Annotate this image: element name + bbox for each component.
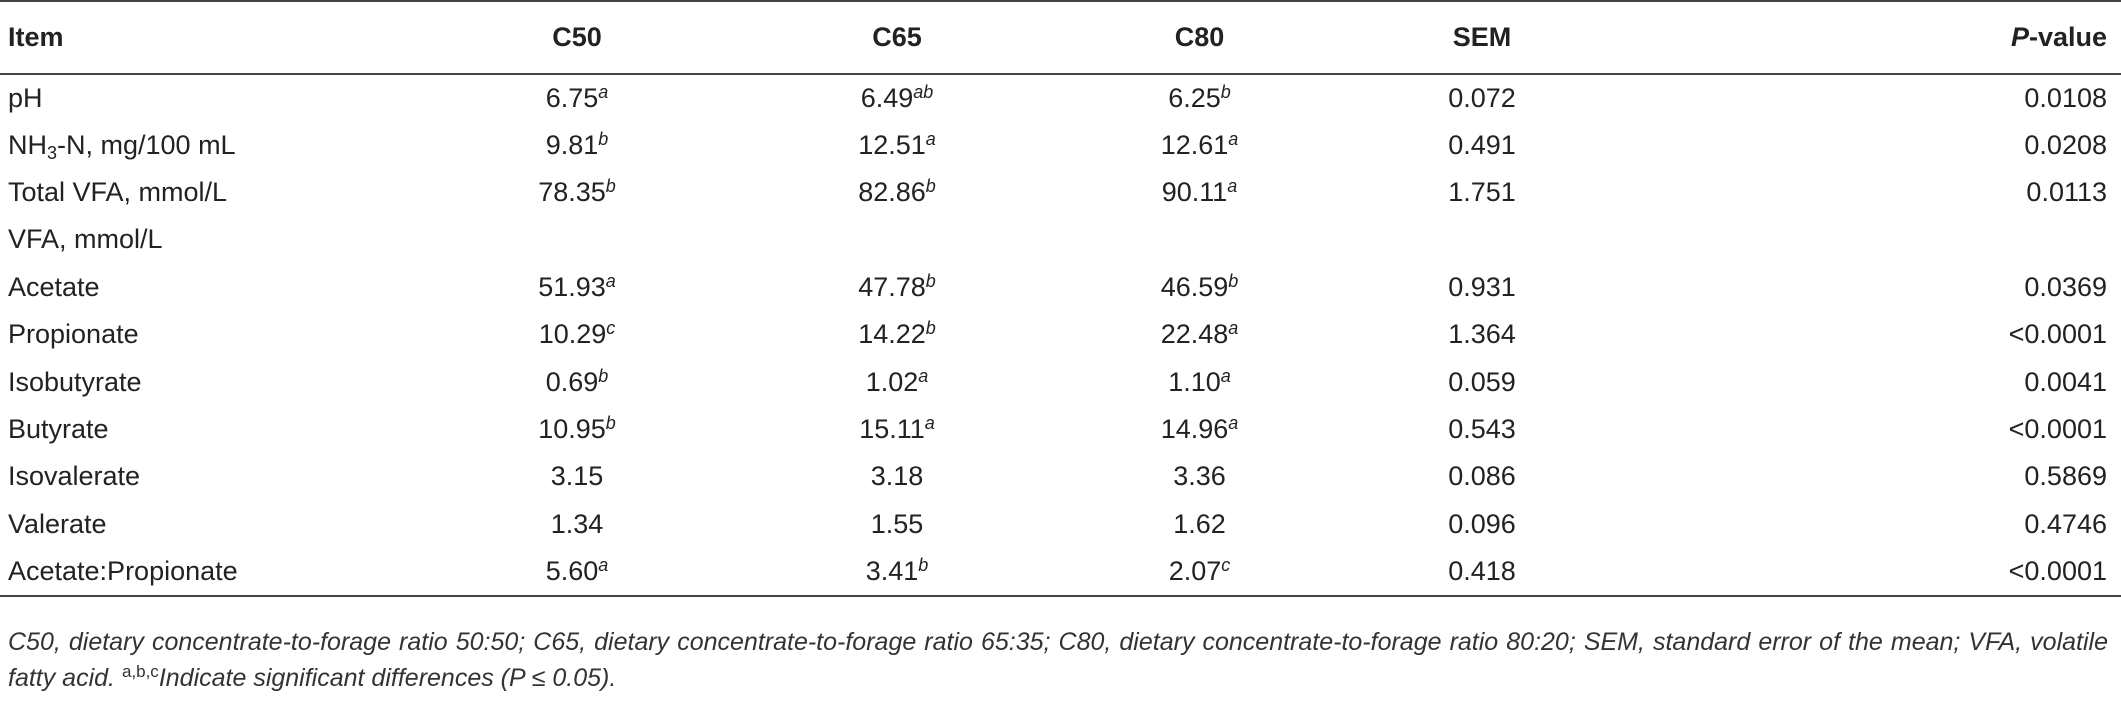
cell-sem: 1.751 bbox=[1448, 176, 1516, 207]
cell-c50: 5.60a bbox=[460, 547, 700, 597]
cell-sem: 0.059 bbox=[1448, 366, 1516, 397]
table-row: Butyrate 10.95b 15.11a 14.96a 0.543 <0.0… bbox=[0, 406, 2121, 453]
table-row: pH 6.75a 6.49ab 6.25b 0.072 0.0108 bbox=[0, 74, 2121, 121]
table-row: Valerate 1.34 1.55 1.62 0.096 0.4746 bbox=[0, 501, 2121, 548]
cell-c65: 12.51a bbox=[858, 128, 936, 160]
cell-c50: 6.75a bbox=[545, 81, 609, 113]
cell-c65 bbox=[700, 216, 1100, 263]
row-item: Isobutyrate bbox=[8, 366, 142, 397]
table-row: NH3-N, mg/100 mL 9.81b 12.51a 12.61a 0.4… bbox=[0, 121, 2121, 168]
row-item: pH bbox=[8, 82, 43, 113]
cell-c80: 2.07c bbox=[1100, 547, 1305, 597]
cell-c50: 10.29c bbox=[538, 318, 616, 350]
cell-c80: 22.48a bbox=[1160, 318, 1239, 350]
cell-c65: 1.55 bbox=[870, 508, 924, 539]
cell-c50: 51.93a bbox=[538, 270, 616, 302]
cell-p-value: 0.0108 bbox=[2024, 82, 2107, 113]
cell-c65: 15.11a bbox=[859, 412, 935, 444]
table-row: Propionate 10.29c 14.22b 22.48a 1.364 <0… bbox=[0, 311, 2121, 358]
cell-c50: 10.95b bbox=[538, 412, 616, 444]
cell-sem: 0.931 bbox=[1448, 271, 1516, 302]
cell-p-value: 0.4746 bbox=[2024, 508, 2107, 539]
row-item: Acetate:Propionate bbox=[0, 547, 460, 597]
cell-c50: 9.81b bbox=[545, 128, 609, 160]
row-item: VFA, mmol/L bbox=[8, 224, 163, 255]
cell-c65: 82.86b bbox=[858, 175, 936, 207]
cell-c50: 1.34 bbox=[550, 508, 604, 539]
table-footnote: C50, dietary concentrate-to-forage ratio… bbox=[8, 624, 2108, 696]
cell-c65: 3.18 bbox=[870, 461, 924, 492]
rumen-fermentation-table: Item C50 C65 C80 SEM P-value pH 6.75a 6.… bbox=[0, 0, 2121, 597]
table-row: Isovalerate 3.15 3.18 3.36 0.086 0.5869 bbox=[0, 453, 2121, 500]
cell-c50 bbox=[460, 216, 700, 263]
header-c50: C50 bbox=[460, 0, 700, 75]
cell-c80: 1.62 bbox=[1173, 508, 1226, 539]
cell-c80: 1.10a bbox=[1168, 365, 1231, 397]
cell-p-value: 0.0041 bbox=[2024, 366, 2107, 397]
table-row: Acetate:Propionate 5.60a 3.41b 2.07c 0.4… bbox=[0, 547, 2121, 597]
cell-c50: 0.69b bbox=[545, 365, 609, 397]
cell-sem: 0.418 bbox=[1305, 547, 1665, 597]
cell-c80: 3.36 bbox=[1173, 461, 1226, 492]
cell-sem: 0.096 bbox=[1448, 508, 1516, 539]
cell-sem: 0.072 bbox=[1448, 82, 1516, 113]
header-sem: SEM bbox=[1305, 0, 1665, 75]
cell-p-value: <0.0001 bbox=[2008, 319, 2107, 350]
cell-p-value: <0.0001 bbox=[2008, 413, 2107, 444]
cell-p-value: 0.0113 bbox=[2026, 176, 2107, 207]
cell-c50: 78.35b bbox=[538, 175, 616, 207]
row-item: Isovalerate bbox=[8, 461, 141, 492]
header-c80: C80 bbox=[1100, 0, 1305, 75]
cell-p-value bbox=[1665, 216, 2121, 263]
cell-c80: 90.11a bbox=[1161, 175, 1238, 207]
table-header-row: Item C50 C65 C80 SEM P-value bbox=[0, 0, 2121, 75]
cell-c80: 6.25b bbox=[1168, 81, 1231, 113]
header-p-italic: P bbox=[2010, 22, 2029, 52]
header-p-value: P-value bbox=[1665, 0, 2121, 75]
footnote-tail: Indicate significant differences (P ≤ 0.… bbox=[158, 664, 617, 692]
cell-c65: 1.02a bbox=[865, 365, 929, 397]
cell-c80 bbox=[1100, 216, 1305, 263]
cell-c65: 14.22b bbox=[858, 318, 936, 350]
cell-sem: 0.543 bbox=[1448, 413, 1516, 444]
cell-p-value: 0.0208 bbox=[2024, 129, 2107, 160]
header-p-rest: -value bbox=[2028, 22, 2107, 52]
cell-p-value: 0.5869 bbox=[2024, 461, 2107, 492]
cell-c80: 14.96a bbox=[1160, 412, 1239, 444]
header-c65: C65 bbox=[700, 0, 1100, 75]
cell-sem: 0.491 bbox=[1448, 129, 1516, 160]
table-row: Isobutyrate 0.69b 1.02a 1.10a 0.059 0.00… bbox=[0, 358, 2121, 405]
results-table-container: Item C50 C65 C80 SEM P-value pH 6.75a 6.… bbox=[0, 0, 2121, 597]
cell-c65: 3.41b bbox=[700, 547, 1100, 597]
cell-p-value: 0.0369 bbox=[2024, 271, 2107, 302]
cell-c65: 6.49ab bbox=[860, 81, 934, 113]
row-item: Acetate bbox=[8, 271, 100, 302]
row-item: Butyrate bbox=[8, 413, 109, 444]
row-item: NH3-N, mg/100 mL bbox=[8, 129, 236, 163]
cell-sem bbox=[1305, 216, 1665, 263]
cell-sem: 1.364 bbox=[1448, 319, 1516, 350]
cell-c80: 46.59b bbox=[1160, 270, 1239, 302]
cell-c80: 12.61a bbox=[1160, 128, 1239, 160]
row-item: Propionate bbox=[8, 319, 139, 350]
cell-c65: 47.78b bbox=[858, 270, 936, 302]
cell-c50: 3.15 bbox=[550, 461, 604, 492]
header-item: Item bbox=[0, 0, 460, 75]
table-row: Total VFA, mmol/L 78.35b 82.86b 90.11a 1… bbox=[0, 169, 2121, 216]
cell-sem: 0.086 bbox=[1448, 461, 1516, 492]
row-item: Total VFA, mmol/L bbox=[8, 176, 228, 207]
footnote-text: C50, dietary concentrate-to-forage ratio… bbox=[8, 628, 2108, 692]
table-row: Acetate 51.93a 47.78b 46.59b 0.931 0.036… bbox=[0, 264, 2121, 311]
cell-p-value: <0.0001 bbox=[1665, 547, 2121, 597]
row-item: Valerate bbox=[8, 508, 107, 539]
table-row: VFA, mmol/L bbox=[0, 216, 2121, 263]
footnote-superscript: a,b,c bbox=[121, 662, 159, 681]
